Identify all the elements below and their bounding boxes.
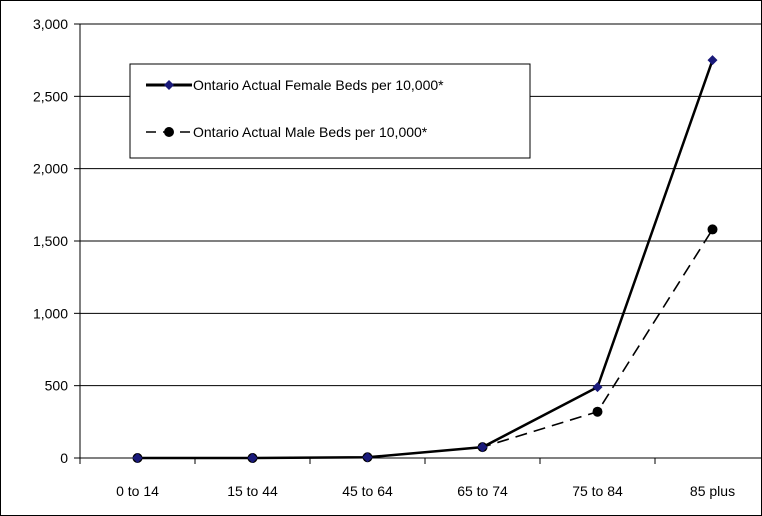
y-tick-label: 2,500 bbox=[33, 88, 68, 104]
legend-entry-male: Ontario Actual Male Beds per 10,000* bbox=[146, 124, 428, 140]
legend-box bbox=[129, 63, 531, 159]
female-data-point bbox=[132, 453, 143, 463]
x-tick-label: 15 to 44 bbox=[227, 483, 278, 499]
y-tick-label: 1,500 bbox=[33, 233, 68, 249]
x-tick-label: 65 to 74 bbox=[457, 483, 508, 499]
y-tick-label: 3,000 bbox=[33, 16, 68, 32]
legend-swatch-male-marker bbox=[164, 127, 174, 137]
series-line-male bbox=[137, 228, 714, 459]
legend-swatch-female-marker bbox=[164, 80, 174, 90]
series-line-female bbox=[137, 59, 714, 460]
legend-label-male: Ontario Actual Male Beds per 10,000* bbox=[193, 124, 428, 140]
legend-label-female: Ontario Actual Female Beds per 10,000* bbox=[193, 77, 444, 93]
y-ticks: 0 500 1,000 1,500 2,000 2,500 3,000 bbox=[33, 16, 80, 466]
x-ticks: 0 to 14 15 to 44 45 to 64 65 to 74 75 to 84 8… bbox=[79, 458, 735, 499]
female-data-point bbox=[592, 382, 603, 393]
y-tick-label: 2,000 bbox=[33, 161, 68, 177]
female-data-point bbox=[707, 55, 718, 66]
legend-entry-female: Ontario Actual Female Beds per 10,000* bbox=[146, 77, 444, 93]
x-tick-label: 85 plus bbox=[690, 483, 735, 499]
female-data-point bbox=[362, 452, 373, 463]
male-data-point bbox=[707, 224, 718, 235]
y-tick-label: 1,000 bbox=[33, 305, 68, 321]
x-tick-label: 75 to 84 bbox=[572, 483, 623, 499]
female-data-point bbox=[477, 442, 488, 453]
male-data-point bbox=[592, 406, 603, 417]
female-data-point bbox=[247, 453, 258, 463]
y-tick-label: 500 bbox=[45, 378, 69, 394]
x-tick-label: 45 to 64 bbox=[342, 483, 393, 499]
legend: Ontario Actual Female Beds per 10,000* O… bbox=[129, 63, 531, 159]
y-tick-label: 0 bbox=[60, 450, 68, 466]
x-tick-label: 0 to 14 bbox=[116, 483, 159, 499]
series-layer bbox=[132, 55, 718, 463]
